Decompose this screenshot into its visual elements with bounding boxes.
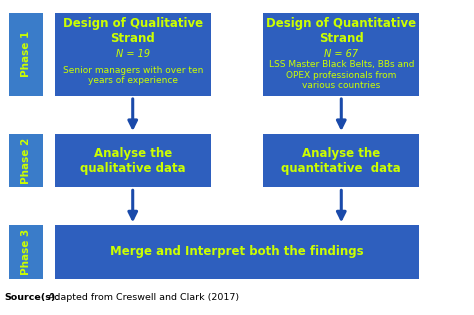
Text: Design of Qualitative
Strand: Design of Qualitative Strand — [63, 17, 203, 45]
Text: N = 19: N = 19 — [116, 49, 150, 59]
Text: Merge and Interpret both the findings: Merge and Interpret both the findings — [110, 245, 364, 259]
FancyBboxPatch shape — [263, 134, 419, 187]
Text: Analyse the
qualitative data: Analyse the qualitative data — [80, 147, 185, 175]
Text: Analyse the
quantitative  data: Analyse the quantitative data — [282, 147, 401, 175]
Text: Design of Quantitative
Strand: Design of Quantitative Strand — [266, 17, 416, 45]
Text: Senior managers with over ten
years of experience: Senior managers with over ten years of e… — [63, 66, 203, 85]
FancyBboxPatch shape — [55, 134, 211, 187]
Text: N = 67: N = 67 — [324, 49, 358, 59]
FancyBboxPatch shape — [55, 13, 211, 96]
FancyBboxPatch shape — [9, 134, 43, 187]
FancyBboxPatch shape — [263, 13, 419, 96]
Text: Phase 1: Phase 1 — [21, 31, 31, 77]
Text: Phase 2: Phase 2 — [21, 138, 31, 184]
FancyBboxPatch shape — [9, 13, 43, 96]
Text: Source(s):: Source(s): — [5, 293, 60, 302]
Text: Adapted from Creswell and Clark (2017): Adapted from Creswell and Clark (2017) — [45, 293, 239, 302]
Text: Phase 3: Phase 3 — [21, 229, 31, 275]
FancyBboxPatch shape — [55, 225, 419, 279]
FancyBboxPatch shape — [9, 225, 43, 279]
Text: LSS Master Black Belts, BBs and
OPEX professionals from
various countries: LSS Master Black Belts, BBs and OPEX pro… — [269, 60, 414, 90]
